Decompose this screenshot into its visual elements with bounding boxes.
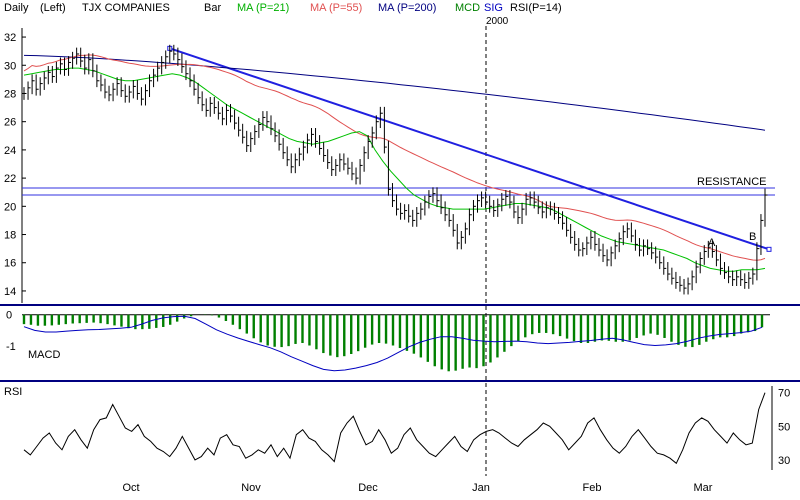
header-period: Daily <box>4 2 29 14</box>
header-macd: MCD <box>455 2 480 14</box>
rsi-tick-label: 30 <box>778 455 790 467</box>
price-tick-label: 14 <box>4 286 16 298</box>
price-axis: 14 16 18 20 22 24 26 28 30 32 <box>4 32 26 298</box>
header-year: 2000 <box>486 16 509 27</box>
rsi-tick-label: 70 <box>778 388 790 400</box>
ma55-group <box>23 54 766 261</box>
price-tick-label: 24 <box>4 145 16 157</box>
macd-histogram <box>22 314 764 372</box>
header-rsi: RSI(P=14) <box>510 2 562 14</box>
ma200-group <box>23 54 766 131</box>
price-tick-label: 18 <box>4 230 16 242</box>
ma200-line <box>23 54 766 131</box>
price-tick-label: 30 <box>4 60 16 72</box>
price-tick-label: 16 <box>4 258 16 270</box>
header-sig: SIG <box>484 2 503 14</box>
price-tick-label: 26 <box>4 117 16 129</box>
resistance-lines <box>22 187 775 196</box>
price-tick-label: 20 <box>4 201 16 213</box>
month-label: Feb <box>583 482 602 494</box>
month-label: Dec <box>358 482 378 494</box>
macd-signal-line <box>23 315 763 372</box>
label-b: B <box>749 231 756 243</box>
ma55-line <box>23 54 766 261</box>
header-ma55: MA (P=55) <box>310 2 362 14</box>
label-resistance: RESISTANCE <box>697 176 766 188</box>
trendline-handle-end <box>766 246 772 252</box>
month-label: Oct <box>122 482 139 494</box>
rsi-line <box>23 392 766 465</box>
price-tick-label: 22 <box>4 173 16 185</box>
header-ma200: MA (P=200) <box>378 2 436 14</box>
rsi-line-group <box>23 392 766 465</box>
macd-tick-label: 0 <box>6 310 12 322</box>
month-label: Nov <box>241 482 261 494</box>
month-axis: Oct Nov Dec Jan Feb Mar <box>122 482 712 494</box>
month-label: Jan <box>472 482 490 494</box>
rsi-label: RSI <box>4 386 22 398</box>
macd-axis: 0 -1 <box>6 310 770 353</box>
ma21-line <box>23 67 766 272</box>
month-label: Mar <box>694 482 713 494</box>
price-bars <box>23 44 768 295</box>
macd-tick-label: -1 <box>6 341 16 353</box>
price-tick-label: 32 <box>4 32 16 44</box>
ma21-group <box>23 67 766 272</box>
trendline <box>169 47 770 251</box>
header-scale: (Left) <box>40 2 66 14</box>
macd-label: MACD <box>28 349 60 361</box>
macd-signal-group <box>23 315 763 372</box>
price-tick-label: 28 <box>4 88 16 100</box>
rsi-tick-label: 50 <box>778 421 790 433</box>
header-ma21: MA (P=21) <box>237 2 289 14</box>
header-style: Bar <box>204 2 221 14</box>
rsi-axis: 70 50 30 <box>778 388 790 467</box>
header-symbol: TJX COMPANIES <box>82 2 170 14</box>
label-a: A <box>708 237 716 249</box>
